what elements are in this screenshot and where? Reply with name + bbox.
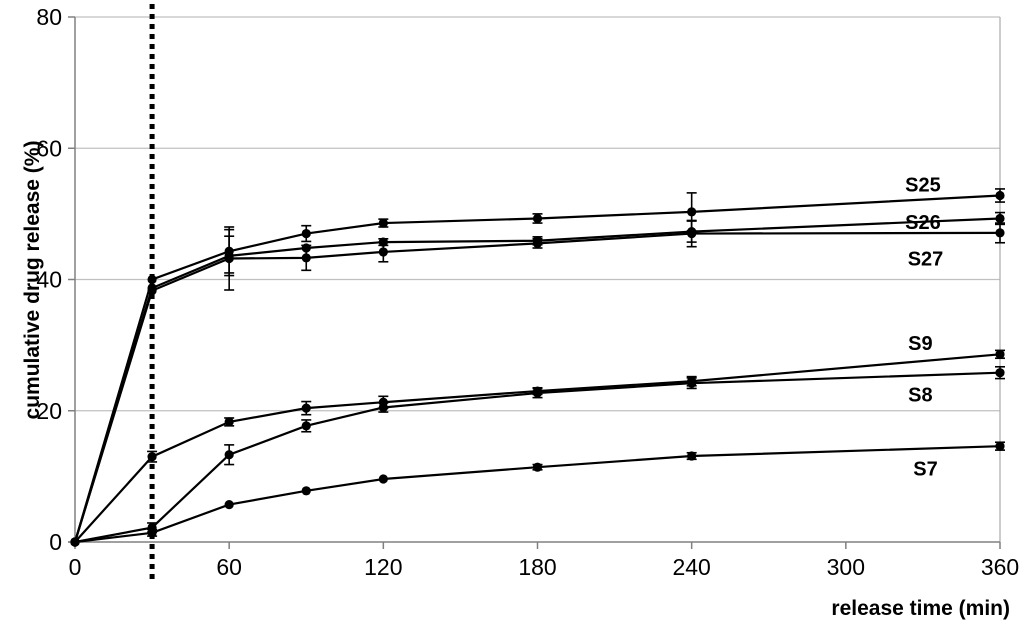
data-point-S27 [532,238,543,249]
y-tick-label-0: 0 [49,529,62,555]
series-line-S25 [73,194,1001,543]
data-point-S25 [301,228,311,239]
data-point-S7 [995,441,1005,451]
data-point-S25 [378,218,388,228]
data-point-S27 [995,228,1005,238]
data-point-S27 [224,253,234,264]
data-point-S7 [147,528,157,538]
x-tick-label-300: 300 [827,554,865,580]
x-tick-label-360: 360 [981,554,1019,580]
data-point-S8 [301,421,311,431]
y-tick-label-20: 20 [36,398,62,424]
data-point-S25 [532,213,543,224]
data-point-S7 [532,462,543,472]
y-axis-title: cumulative drug release (%) [21,140,44,420]
data-point-S8 [995,368,1005,378]
series-label-S7: S7 [913,459,937,481]
data-point-S7 [687,451,697,461]
x-tick-label-120: 120 [364,554,402,580]
series-line-S8 [74,371,1001,544]
x-tick-label-240: 240 [672,554,710,580]
data-point-S27 [147,286,157,296]
data-point-S9 [995,349,1005,359]
series-line-S27 [73,231,1001,543]
data-point-S25 [687,207,697,217]
y-tick-label-60: 60 [36,135,62,161]
data-point-S8 [378,402,388,413]
series-label-S9: S9 [908,333,932,355]
series-label-S8: S8 [908,384,932,406]
data-point-S9 [147,452,157,462]
series-label-S27: S27 [908,249,944,271]
data-point-S27 [378,247,388,257]
data-point-S25 [995,190,1005,201]
y-tick-label-80: 80 [36,4,62,30]
data-point-S7 [301,486,311,496]
data-point-S8 [224,450,234,460]
data-point-S26 [995,213,1005,224]
data-point-S25 [147,274,157,285]
data-point-S8 [687,378,697,388]
data-point-S9 [224,417,234,427]
x-axis-title: release time (min) [831,597,1010,620]
data-point-S9 [301,403,311,413]
data-point-S8 [532,388,543,398]
series-line-S26 [73,217,1001,543]
data-point-S7 [378,474,388,484]
series-label-S25: S25 [905,174,941,196]
x-tick-label-0: 0 [69,554,82,580]
data-point-S27 [301,253,311,263]
data-point-S27 [687,228,697,239]
data-point-S7 [224,499,234,510]
x-tick-label-60: 60 [216,554,242,580]
data-point-S7 [70,537,80,547]
series-line-S9 [74,353,1001,543]
y-tick-label-40: 40 [36,267,62,293]
series-label-S26: S26 [905,212,941,234]
x-tick-label-180: 180 [518,554,556,580]
series-line-S7 [74,445,1001,544]
